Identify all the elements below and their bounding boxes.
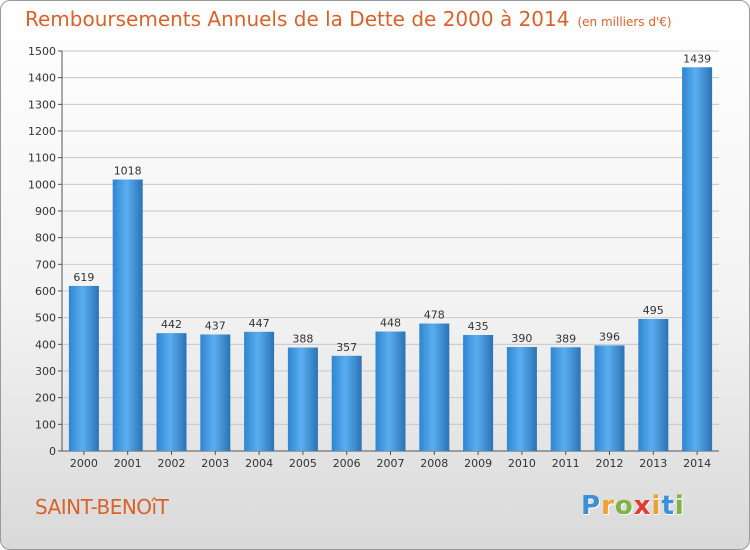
chart-title: Remboursements Annuels de la Dette de 20…: [25, 7, 672, 31]
logo-letter: t: [661, 491, 675, 521]
title-text: Remboursements Annuels de la Dette de 20…: [25, 7, 570, 31]
logo-letter: r: [601, 491, 615, 521]
bar-value-label: 447: [249, 317, 270, 330]
bar-value-label: 448: [380, 317, 401, 330]
y-tick-label: 1300: [28, 98, 56, 111]
bar-value-label: 437: [205, 319, 226, 332]
bar-value-label: 435: [468, 320, 489, 333]
y-tick-label: 1400: [28, 72, 56, 85]
x-tick-label: 2009: [464, 457, 492, 470]
logo-letter: P: [581, 491, 602, 521]
logo-letter: o: [614, 491, 634, 521]
bar: [200, 334, 231, 451]
y-tick-label: 0: [49, 445, 56, 458]
x-tick-label: 2000: [70, 457, 98, 470]
bar: [375, 331, 406, 451]
x-tick-label: 2006: [333, 457, 361, 470]
logo-letter: x: [633, 491, 652, 521]
bar-value-label: 357: [336, 341, 357, 354]
x-tick-label: 2007: [377, 457, 405, 470]
x-tick-label: 2003: [201, 457, 229, 470]
bar-value-label: 495: [643, 304, 664, 317]
logo-letter: i: [651, 491, 662, 521]
x-tick-label: 2001: [114, 457, 142, 470]
y-tick-label: 1500: [28, 45, 56, 58]
bar-value-label: 390: [511, 332, 532, 345]
bar-value-label: 1018: [114, 165, 142, 178]
bar-layer: [68, 67, 713, 452]
x-tick-label: 2004: [245, 457, 273, 470]
x-tick-label: 2008: [420, 457, 448, 470]
bar-value-label: 478: [424, 309, 445, 322]
x-tick-label: 2010: [508, 457, 536, 470]
bar-value-label: 1439: [683, 52, 711, 65]
x-tick-label: 2013: [639, 457, 667, 470]
bar: [682, 67, 713, 452]
bar: [463, 335, 494, 451]
bar: [419, 323, 450, 451]
y-tick-label: 100: [35, 418, 56, 431]
x-tick-label: 2005: [289, 457, 317, 470]
bar-value-label: 619: [73, 271, 94, 284]
bar-value-label: 442: [161, 318, 182, 331]
bar: [550, 347, 581, 451]
x-tick-label: 2012: [596, 457, 624, 470]
logo-letter: i: [674, 491, 685, 521]
bar: [594, 345, 625, 451]
bar: [112, 179, 143, 452]
bar: [331, 355, 362, 451]
bar: [506, 347, 537, 451]
bar: [244, 331, 275, 451]
unit-text: (en milliers d'€): [577, 15, 672, 29]
proxiti-logo: Proxiti: [581, 491, 685, 521]
bar: [287, 347, 318, 451]
y-tick-label: 400: [35, 338, 56, 351]
commune-name: SAINT-BENOîT: [35, 495, 169, 519]
label-layer: 619 2000 1018 2001 442 2002 437 2003 447 2004 388 2…: [70, 52, 711, 470]
bar: [156, 333, 187, 451]
bar-value-label: 396: [599, 330, 620, 343]
y-tick-label: 200: [35, 392, 56, 405]
bar: [68, 285, 99, 451]
y-tick-label: 900: [35, 205, 56, 218]
bar: [638, 319, 669, 451]
x-tick-label: 2002: [158, 457, 186, 470]
x-tick-label: 2014: [683, 457, 711, 470]
x-tick-label: 2011: [552, 457, 580, 470]
y-tick-label: 1200: [28, 125, 56, 138]
bar-value-label: 389: [555, 332, 576, 345]
y-tick-label: 500: [35, 312, 56, 325]
y-tick-label: 1000: [28, 178, 56, 191]
y-tick-label: 1100: [28, 152, 56, 165]
y-tick-label: 600: [35, 285, 56, 298]
y-tick-label: 700: [35, 258, 56, 271]
bar-value-label: 388: [292, 333, 313, 346]
y-tick-label: 800: [35, 232, 56, 245]
y-tick-label: 300: [35, 365, 56, 378]
